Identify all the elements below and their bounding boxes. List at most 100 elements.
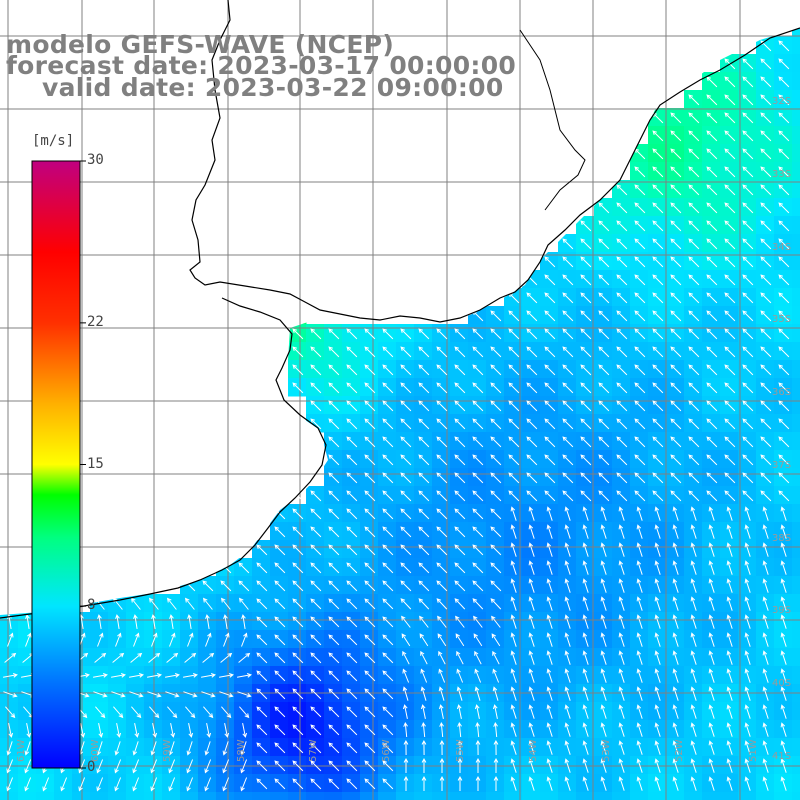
wind-arrow [724,220,736,232]
wind-speed-cell [144,666,163,685]
wind-speed-cell [432,756,451,775]
wind-arrow [310,544,322,556]
wind-arrow [762,758,769,773]
wind-speed-cell [468,756,487,775]
wind-arrow [418,544,430,556]
wind-arrow [762,776,769,791]
wind-arrow [111,691,126,698]
wind-arrow [670,490,682,502]
longitude-label: 61W [16,739,27,762]
wind-arrow [634,256,646,268]
wind-arrow [598,238,610,250]
wind-arrow [762,506,769,521]
wind-arrow [256,742,268,754]
wind-arrow [187,632,194,647]
wind-arrow [152,723,158,738]
wind-arrow [256,616,268,628]
wind-speed-cell [90,738,109,757]
wind-arrow [654,686,661,701]
wind-arrow [778,310,790,322]
wind-arrow [168,741,175,756]
wind-arrow [580,310,592,322]
wind-speed-cell [792,522,800,541]
wind-arrow [744,578,751,593]
wind-arrow [346,418,358,430]
longitude-label: 52W [674,739,685,762]
wind-arrow [582,650,589,665]
wind-arrow [636,578,643,593]
wind-arrow [726,596,733,611]
wind-arrow [544,454,556,466]
wind-arrow [382,526,394,538]
wind-arrow [708,668,715,683]
wind-speed-cell [144,792,163,800]
wind-arrow [400,562,412,574]
wind-arrow [148,652,161,663]
wind-arrow [114,777,122,792]
wind-arrow [364,688,376,700]
wind-arrow [184,580,196,592]
wind-arrow [706,274,718,286]
wind-arrow [636,632,643,647]
colorbar-tick-label: 8 [87,597,96,614]
wind-arrow [546,686,553,701]
wind-arrow [618,740,625,755]
wind-arrow [472,400,484,412]
wind-arrow [618,542,625,557]
wind-arrow [186,741,193,756]
wind-arrow [206,723,212,738]
wind-arrow [364,418,376,430]
wind-arrow [382,760,394,772]
wind-arrow [526,490,538,502]
wind-arrow [580,418,592,430]
wind-arrow [382,454,394,466]
wind-arrow [582,542,589,557]
wind-arrow [274,670,286,682]
wind-arrow [742,148,754,160]
wind-arrow [400,598,412,610]
wind-arrow [310,346,322,358]
wind-arrow [169,632,176,647]
wind-arrow [6,759,14,774]
wind-arrow [726,758,733,773]
wind-arrow [310,706,322,718]
wind-arrow [562,382,574,394]
wind-arrow [436,382,448,394]
wind-arrow [724,418,736,430]
colorbar-ticks [80,160,86,769]
wind-arrow [616,364,628,376]
wind-arrow [490,490,502,502]
wind-arrow [237,691,252,698]
wind-speed-cell [792,666,800,685]
wind-arrow [544,274,556,286]
wind-arrow [724,274,736,286]
wind-arrow [742,472,754,484]
wind-arrow [364,706,376,718]
wind-arrow [454,490,466,502]
wind-arrow [762,650,769,665]
wind-arrow [328,652,340,664]
wind-arrow [564,758,571,773]
wind-arrow [510,524,517,539]
wind-speed-cell [792,738,800,757]
wind-arrow [600,740,607,755]
wind-arrow [346,544,358,556]
wind-arrow [328,742,340,754]
wind-arrow [634,274,646,286]
wind-arrow [778,94,790,106]
wind-arrow [580,436,592,448]
wind-arrow [528,704,535,719]
wind-speed-cell [108,666,127,685]
wind-speed-cell [432,702,451,721]
wind-arrow [778,40,790,52]
wind-arrow [582,506,589,521]
wind-arrow [778,76,790,88]
wind-arrow [688,418,700,430]
wind-speed-cell [792,324,800,343]
wind-arrow [670,184,682,196]
wind-arrow [420,668,428,683]
wind-speed-cell [756,792,775,800]
wind-arrow [546,614,553,629]
wind-arrow [439,739,445,756]
